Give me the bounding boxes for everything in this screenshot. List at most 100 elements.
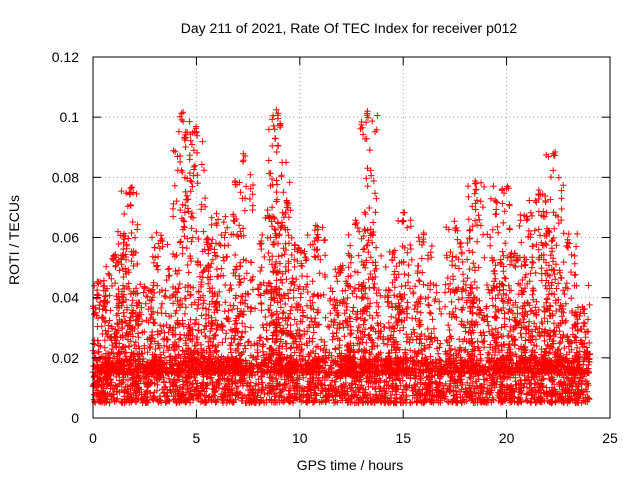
roti-point: [200, 228, 207, 235]
roti-point: [177, 238, 185, 245]
roti-point: [283, 276, 290, 283]
roti-point: [437, 340, 444, 347]
roti-point: [133, 190, 140, 198]
roti-point: [238, 333, 245, 340]
roti-point: [506, 316, 513, 323]
roti-point: [273, 188, 280, 196]
roti-point: [213, 326, 220, 333]
roti-point: [221, 386, 228, 393]
roti-point: [162, 293, 169, 301]
roti-point: [91, 337, 98, 344]
roti-point: [401, 397, 409, 405]
roti-point: [540, 375, 547, 382]
roti-point: [223, 253, 231, 260]
roti-point: [120, 309, 127, 316]
roti-point: [111, 279, 119, 287]
roti-point: [261, 390, 268, 398]
roti-point: [317, 380, 324, 387]
roti-point: [258, 245, 265, 253]
roti-point: [171, 182, 178, 189]
roti-point: [102, 327, 109, 334]
roti-point: [98, 323, 105, 330]
roti-point: [227, 281, 234, 289]
roti-point: [193, 228, 200, 235]
roti-point: [164, 266, 172, 273]
roti-point: [429, 316, 436, 323]
roti-point: [327, 381, 334, 389]
roti-point: [162, 287, 169, 294]
roti-point: [527, 380, 534, 388]
roti-point: [182, 188, 189, 196]
roti-point: [166, 272, 173, 279]
roti-point: [148, 234, 156, 241]
roti-point: [206, 347, 214, 355]
roti-point: [264, 336, 271, 343]
roti-point: [107, 307, 114, 314]
roti-point: [274, 219, 281, 226]
roti-point: [223, 330, 230, 337]
roti-point: [95, 342, 103, 349]
roti-point: [542, 282, 549, 289]
roti-point: [211, 392, 218, 399]
roti-point: [446, 326, 453, 334]
roti-point: [282, 159, 290, 166]
roti-point: [447, 345, 455, 353]
roti-point: [242, 357, 249, 364]
roti-point: [158, 310, 165, 317]
roti-point: [330, 399, 338, 407]
roti-point: [327, 310, 334, 317]
roti-point: [487, 341, 494, 348]
roti-point: [91, 398, 98, 405]
roti-point: [186, 152, 193, 159]
roti-point: [489, 396, 497, 403]
roti-point: [175, 285, 182, 292]
roti-point: [257, 299, 265, 307]
roti-point: [204, 235, 211, 242]
roti-point: [375, 303, 382, 310]
roti-scatter-points: [89, 106, 594, 407]
roti-point: [231, 251, 239, 259]
roti-point: [188, 141, 196, 148]
roti-point: [213, 265, 221, 273]
roti-point: [577, 374, 584, 381]
roti-point: [235, 222, 243, 229]
roti-point: [276, 231, 283, 238]
roti-point: [199, 138, 206, 145]
roti-point: [187, 188, 194, 195]
roti-point: [180, 223, 188, 230]
roti-point: [264, 206, 271, 214]
roti-point: [281, 376, 288, 383]
roti-point: [344, 294, 351, 302]
roti-point: [225, 242, 232, 249]
roti-point: [263, 335, 270, 342]
roti-point: [241, 207, 249, 214]
roti-point: [256, 240, 264, 248]
roti-point: [247, 379, 254, 386]
roti-point: [185, 269, 192, 276]
roti-point: [169, 213, 177, 220]
roti-point: [375, 383, 383, 390]
roti-point: [319, 374, 326, 381]
roti-point: [115, 240, 122, 248]
roti-point: [499, 281, 506, 288]
roti-point: [410, 290, 417, 297]
roti-point: [583, 388, 591, 395]
roti-point: [307, 315, 315, 322]
roti-point: [241, 323, 249, 330]
roti-point: [187, 291, 195, 298]
roti-point: [239, 158, 247, 165]
roti-point: [453, 391, 460, 398]
roti-point: [202, 305, 210, 312]
roti-point: [270, 122, 277, 130]
roti-point: [239, 394, 246, 402]
roti-point: [175, 128, 183, 135]
roti-point: [213, 210, 220, 217]
roti-point: [280, 189, 287, 196]
roti-point: [128, 229, 135, 237]
roti-point: [179, 250, 186, 257]
roti-point: [125, 280, 132, 287]
roti-point: [187, 257, 195, 265]
roti-point: [249, 286, 257, 293]
roti-point: [249, 202, 256, 209]
roti-point: [329, 336, 336, 343]
